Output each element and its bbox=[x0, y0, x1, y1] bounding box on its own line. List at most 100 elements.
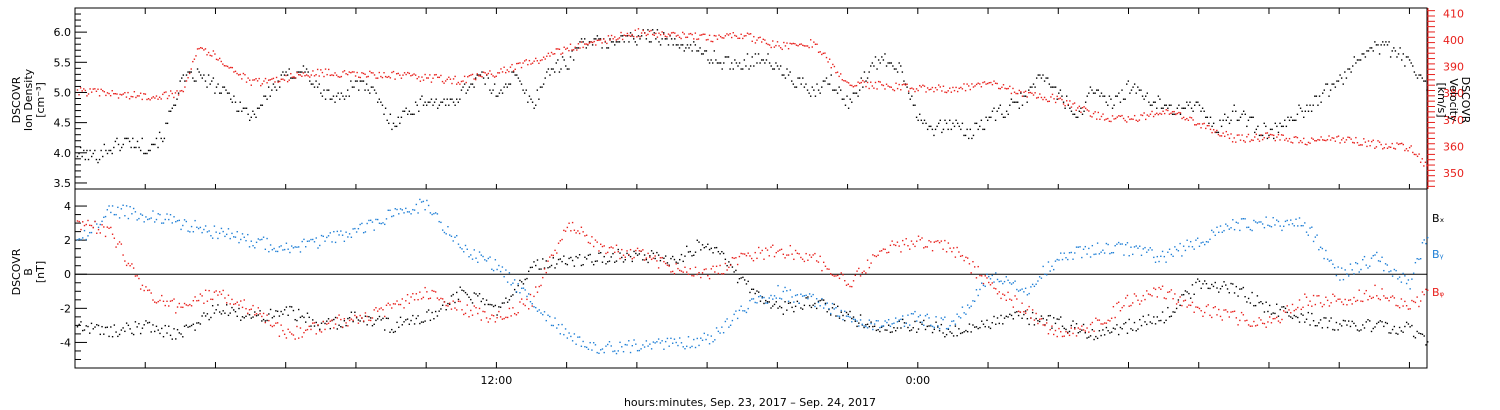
data-point bbox=[1205, 127, 1207, 130]
data-point bbox=[561, 323, 563, 326]
data-point bbox=[1279, 122, 1281, 125]
data-point bbox=[120, 208, 123, 210]
data-point bbox=[498, 310, 500, 313]
data-point bbox=[656, 251, 658, 254]
data-point bbox=[782, 290, 785, 293]
data-point bbox=[1337, 135, 1340, 137]
data-point bbox=[1361, 53, 1363, 55]
data-point bbox=[584, 38, 586, 40]
data-point bbox=[942, 318, 944, 321]
data-point bbox=[1333, 267, 1336, 269]
data-point bbox=[1128, 255, 1130, 257]
data-point bbox=[648, 41, 651, 43]
data-point bbox=[1311, 305, 1313, 307]
data-point bbox=[229, 303, 231, 305]
data-point bbox=[328, 89, 330, 91]
data-point bbox=[777, 250, 779, 252]
data-point bbox=[889, 244, 892, 247]
data-point bbox=[817, 51, 820, 54]
data-point bbox=[285, 306, 288, 308]
data-point bbox=[749, 65, 752, 67]
data-point bbox=[496, 314, 498, 316]
data-point bbox=[644, 32, 646, 34]
data-point bbox=[631, 260, 634, 263]
data-point bbox=[1348, 68, 1351, 70]
data-point bbox=[475, 257, 477, 259]
data-point bbox=[710, 40, 712, 43]
data-point bbox=[1254, 136, 1256, 138]
data-point bbox=[359, 76, 362, 79]
data-point bbox=[392, 70, 395, 73]
data-point bbox=[234, 302, 237, 305]
data-point bbox=[768, 44, 771, 46]
data-point bbox=[536, 259, 539, 261]
data-point bbox=[830, 74, 832, 76]
data-point bbox=[158, 96, 161, 99]
data-point bbox=[1226, 288, 1229, 290]
data-point bbox=[1285, 125, 1288, 128]
data-point bbox=[1386, 147, 1389, 150]
data-point bbox=[1291, 303, 1294, 306]
data-point bbox=[1070, 324, 1072, 327]
data-point bbox=[733, 271, 735, 273]
data-point bbox=[775, 62, 777, 64]
data-point bbox=[473, 305, 475, 307]
data-point bbox=[146, 289, 149, 292]
data-point bbox=[1086, 95, 1088, 97]
data-point bbox=[552, 68, 554, 70]
data-point bbox=[1209, 128, 1212, 131]
data-point bbox=[1258, 134, 1261, 137]
data-point bbox=[979, 125, 981, 128]
data-point bbox=[1211, 229, 1213, 232]
data-point bbox=[798, 253, 800, 255]
data-point bbox=[631, 345, 634, 347]
data-point bbox=[252, 304, 254, 307]
data-point bbox=[664, 340, 667, 343]
data-point bbox=[617, 350, 619, 352]
data-point bbox=[983, 81, 986, 83]
data-point bbox=[931, 331, 934, 334]
data-point bbox=[255, 116, 257, 118]
data-point bbox=[1168, 291, 1171, 293]
data-point bbox=[612, 252, 614, 255]
data-point bbox=[1253, 219, 1255, 222]
data-point bbox=[480, 300, 482, 303]
data-point bbox=[1344, 298, 1346, 301]
data-point bbox=[480, 319, 482, 321]
data-point bbox=[898, 83, 900, 86]
data-point bbox=[83, 88, 85, 90]
data-point bbox=[1102, 329, 1104, 331]
data-point bbox=[1163, 255, 1166, 258]
data-point bbox=[1318, 322, 1320, 324]
data-point bbox=[1283, 306, 1285, 308]
data-point bbox=[691, 33, 693, 36]
data-point bbox=[525, 59, 527, 61]
data-point bbox=[736, 263, 739, 266]
data-point bbox=[1370, 140, 1373, 143]
data-point bbox=[1014, 295, 1016, 297]
data-point bbox=[286, 80, 289, 83]
data-point bbox=[1048, 83, 1051, 85]
data-point bbox=[231, 306, 233, 309]
data-point bbox=[604, 40, 606, 43]
data-point bbox=[875, 329, 878, 332]
data-point bbox=[1074, 327, 1076, 329]
data-point bbox=[717, 250, 720, 253]
data-point bbox=[1116, 302, 1118, 305]
data-point bbox=[1217, 133, 1220, 136]
data-point bbox=[1029, 91, 1032, 94]
data-point bbox=[1374, 41, 1376, 43]
data-point bbox=[619, 341, 621, 344]
data-point bbox=[1002, 84, 1005, 86]
data-point bbox=[378, 315, 381, 318]
data-point bbox=[579, 41, 581, 43]
data-point bbox=[106, 326, 109, 328]
data-point bbox=[728, 326, 730, 328]
data-point bbox=[1082, 248, 1085, 250]
data-point bbox=[1281, 306, 1283, 308]
data-point bbox=[911, 87, 913, 89]
data-point bbox=[96, 223, 98, 225]
data-point bbox=[738, 62, 741, 64]
data-point bbox=[213, 312, 216, 314]
data-point bbox=[110, 211, 112, 214]
